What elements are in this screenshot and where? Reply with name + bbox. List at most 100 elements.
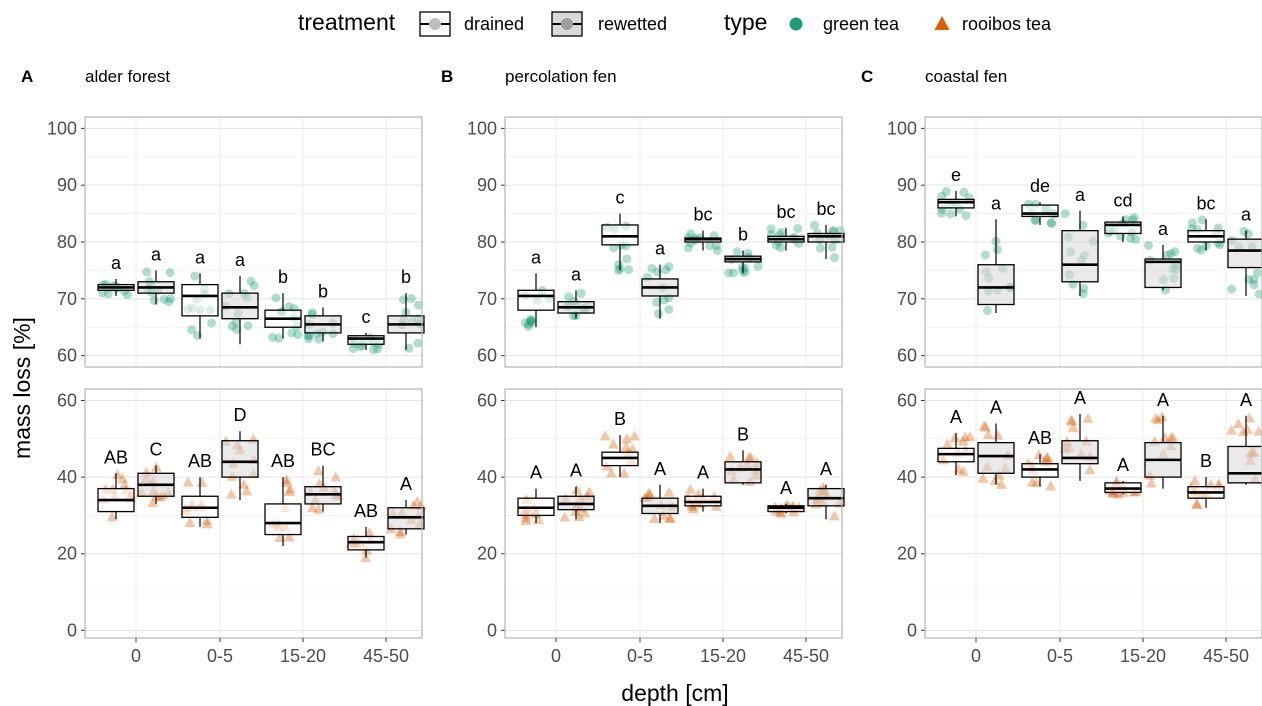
box [601, 224, 639, 246]
panel-title: alder forest [85, 67, 170, 86]
green-tea-point [287, 328, 297, 338]
box [1227, 445, 1262, 484]
y-tick-label: 40 [57, 467, 77, 487]
green-tea-point [142, 267, 152, 277]
significance-letter: A [990, 397, 1002, 417]
green-tea-point [564, 292, 574, 302]
green-tea-point [827, 242, 837, 252]
y-tick-label: 70 [57, 289, 77, 309]
rooibos-tea-point [394, 526, 406, 537]
significance-letter: bc [693, 205, 712, 225]
rooibos-tea-point [1225, 424, 1237, 435]
green-tea-point [1078, 289, 1088, 299]
legend-green-tea-label: green tea [823, 14, 900, 34]
green-tea-point [686, 229, 696, 239]
green-tea-point [413, 300, 423, 310]
green-tea-point [1252, 268, 1262, 278]
y-tick-label: 40 [477, 467, 497, 487]
green-tea-point [164, 297, 174, 307]
green-tea-point [304, 334, 314, 344]
rooibos-tea-point [745, 451, 757, 462]
rooibos-tea-point [238, 478, 250, 489]
green-tea-point [982, 306, 992, 316]
rooibos-tea-point [118, 479, 130, 490]
rooibos-tea-point [1033, 449, 1045, 460]
significance-letter: b [318, 281, 328, 301]
rooibos-tea-point [942, 438, 954, 449]
green-tea-point [614, 265, 624, 275]
green-tea-point [652, 297, 662, 307]
significance-letter: A [530, 463, 542, 483]
rooibos-tea-point [643, 486, 655, 497]
rooibos-tea-point [775, 507, 787, 518]
green-tea-point [936, 208, 946, 218]
y-tick-label: 20 [477, 544, 497, 564]
rooibos-tea-point [283, 531, 295, 542]
rooibos-tea-point [599, 430, 611, 441]
x-tick-label: 45-50 [1203, 646, 1249, 666]
significance-letter: AB [1028, 428, 1052, 448]
significance-letter: c [616, 188, 625, 208]
box [977, 264, 1015, 306]
rooibos-tea-point [1026, 476, 1038, 487]
significance-letter: A [1157, 390, 1169, 410]
rooibos-tea-point [627, 443, 639, 454]
significance-letter: a [531, 247, 542, 267]
rooibos-tea-point [182, 476, 194, 487]
rooibos-tea-point [411, 495, 423, 506]
green-tea-point [1046, 218, 1056, 228]
green-tea-point [712, 245, 722, 255]
green-tea-point [732, 247, 742, 257]
rooibos-tea-point [106, 511, 118, 522]
rooibos-tea-point [1232, 418, 1244, 429]
green-tea-point [828, 226, 838, 236]
significance-letter: AB [271, 451, 295, 471]
green-tea-point [166, 294, 176, 304]
rooibos-tea-point [724, 450, 736, 461]
green-tea-point [609, 243, 619, 253]
y-tick-label: 20 [57, 544, 77, 564]
green-tea-point [268, 332, 278, 342]
green-tea-point [527, 317, 537, 327]
significance-letter: AB [104, 447, 128, 467]
rooibos-tea-point [559, 511, 571, 522]
y-tick-label: 90 [897, 175, 917, 195]
green-tea-point [284, 301, 294, 311]
x-tick-label: 45-50 [783, 646, 829, 666]
legend-treatment-title: treatment [298, 9, 396, 35]
green-tea-point [271, 293, 281, 303]
green-tea-point [1030, 215, 1040, 225]
green-tea-point [1129, 213, 1139, 223]
box [221, 292, 259, 320]
green-tea-point [1193, 243, 1203, 253]
green-tea-point [724, 268, 734, 278]
green-tea-point [243, 321, 253, 331]
legend-rooibos-tea-label: rooibos tea [962, 14, 1052, 34]
green-tea-point [1170, 247, 1180, 257]
green-tea-point [406, 293, 416, 303]
green-tea-point [728, 268, 738, 278]
x-tick-label: 0-5 [207, 646, 233, 666]
significance-letter: bc [1196, 193, 1215, 213]
significance-letter: b [278, 267, 288, 287]
significance-letter: B [614, 409, 626, 429]
rooibos-tea-point [658, 509, 670, 520]
box [221, 440, 259, 478]
rooibos-tea-point [225, 488, 237, 499]
significance-letter: D [234, 405, 247, 425]
green-tea-point [659, 295, 669, 305]
green-tea-point [1047, 219, 1057, 229]
box [517, 289, 555, 311]
rooibos-tea-point [1253, 425, 1262, 436]
green-tea-point [404, 343, 414, 353]
panel-border [924, 116, 1262, 368]
significance-letter: A [654, 459, 666, 479]
y-tick-label: 90 [477, 175, 497, 195]
significance-letter: c [362, 307, 371, 327]
green-tea-point [664, 262, 674, 272]
green-tea-point [307, 308, 317, 318]
